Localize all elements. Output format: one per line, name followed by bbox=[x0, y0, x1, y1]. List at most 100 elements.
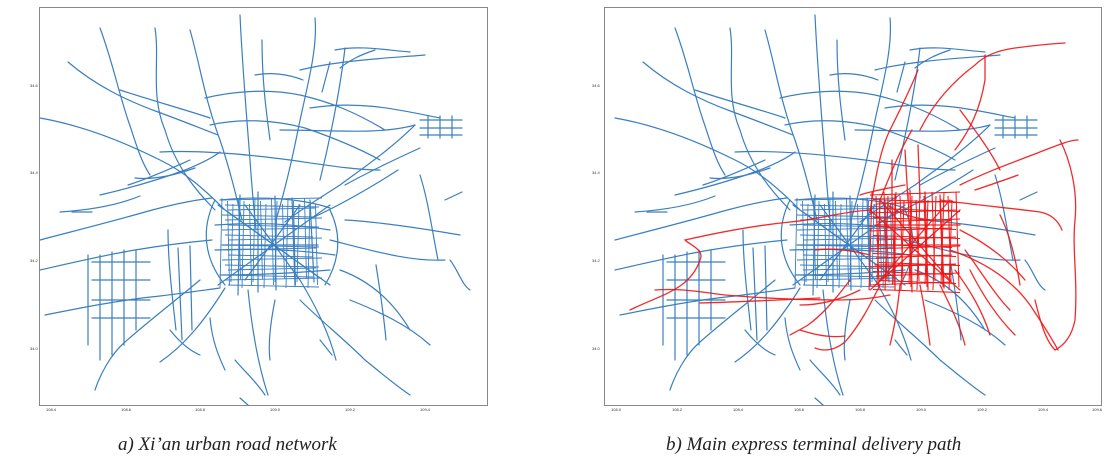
road-segment bbox=[222, 228, 316, 230]
road-segment bbox=[168, 230, 176, 330]
road-segment bbox=[205, 91, 385, 130]
road-segment bbox=[795, 198, 797, 288]
road-segment bbox=[837, 40, 845, 140]
road-segment bbox=[160, 288, 225, 362]
x-tick: 108.0 bbox=[611, 407, 622, 412]
delivery-path bbox=[875, 200, 953, 205]
road-segment bbox=[735, 151, 955, 170]
road-segment bbox=[995, 175, 1013, 260]
road-segment bbox=[297, 204, 299, 282]
road-segment bbox=[210, 318, 225, 370]
road-segment bbox=[68, 62, 218, 135]
road-segment bbox=[60, 196, 140, 212]
delivery-path bbox=[869, 191, 961, 196]
road-segment bbox=[828, 198, 830, 282]
road-segment bbox=[815, 15, 831, 230]
delivery-path bbox=[875, 272, 961, 277]
delivery-path bbox=[974, 174, 1019, 191]
delivery-path bbox=[924, 199, 929, 285]
delivery-path bbox=[799, 289, 861, 306]
delivery-path bbox=[876, 199, 881, 285]
delivery-path-layer bbox=[629, 42, 1079, 351]
road-segment bbox=[40, 198, 212, 240]
delivery-path bbox=[814, 248, 871, 256]
delivery-path bbox=[869, 209, 957, 214]
delivery-path bbox=[872, 199, 957, 203]
road-segment bbox=[255, 74, 303, 80]
road-segment bbox=[286, 198, 288, 288]
road-segment bbox=[810, 360, 840, 395]
x-tick: 108.8 bbox=[855, 407, 866, 412]
road-segment bbox=[785, 318, 800, 370]
road-segment bbox=[345, 148, 420, 185]
y-tick: 34.0 bbox=[30, 346, 38, 351]
road-segment bbox=[310, 105, 440, 118]
road-segment bbox=[345, 220, 460, 235]
road-segment bbox=[855, 125, 990, 131]
road-segment bbox=[325, 210, 338, 285]
road-segment bbox=[45, 288, 220, 315]
figure-caption-b: b) Main express terminal delivery path bbox=[666, 434, 962, 455]
figure-caption-a: a) Xi’an urban road network bbox=[118, 434, 337, 455]
delivery-path bbox=[923, 195, 928, 288]
road-network-layer bbox=[615, 15, 1045, 405]
road-segment bbox=[228, 238, 322, 240]
road-segment bbox=[615, 118, 800, 210]
road-segment bbox=[95, 280, 200, 390]
road-segment bbox=[269, 300, 275, 360]
road-segment bbox=[830, 74, 878, 80]
road-segment bbox=[228, 285, 319, 287]
road-segment bbox=[910, 48, 985, 52]
road-segment bbox=[272, 198, 274, 285]
road-segment bbox=[40, 240, 212, 270]
road-segment bbox=[250, 204, 252, 285]
road-segment bbox=[844, 300, 850, 360]
road-segment bbox=[280, 125, 415, 131]
road-segment bbox=[222, 275, 313, 277]
road-segment bbox=[951, 265, 961, 340]
road-segment bbox=[861, 198, 863, 288]
road-segment bbox=[128, 160, 190, 185]
road-segment bbox=[350, 300, 430, 345]
road-segment bbox=[735, 288, 800, 362]
road-network-layer bbox=[40, 15, 470, 405]
x-tick: 108.4 bbox=[46, 407, 57, 412]
delivery-path bbox=[955, 191, 960, 288]
road-segment bbox=[895, 340, 907, 355]
road-segment bbox=[875, 280, 911, 360]
x-tick: 109.4 bbox=[1038, 407, 1049, 412]
x-tick: 109.2 bbox=[345, 407, 356, 412]
road-segment bbox=[210, 121, 380, 160]
delivery-path bbox=[892, 191, 897, 285]
road-segment bbox=[242, 201, 244, 288]
road-segment bbox=[800, 218, 897, 220]
delivery-path bbox=[875, 218, 961, 223]
road-segment bbox=[420, 175, 438, 260]
x-tick: 109.2 bbox=[977, 407, 988, 412]
road-segment bbox=[765, 246, 767, 330]
road-segment bbox=[1020, 192, 1037, 200]
delivery-path bbox=[959, 139, 1079, 186]
delivery-path bbox=[919, 284, 931, 346]
road-segment bbox=[836, 201, 838, 279]
road-segment bbox=[320, 48, 345, 180]
x-tick: 109.0 bbox=[270, 407, 281, 412]
road-segment bbox=[228, 255, 313, 257]
road-segment bbox=[120, 90, 210, 118]
road-segment bbox=[920, 220, 1035, 235]
delivery-path bbox=[878, 262, 961, 266]
road-segment bbox=[615, 198, 787, 240]
road-segment bbox=[797, 215, 888, 217]
road-segment bbox=[190, 246, 192, 330]
road-segment bbox=[235, 360, 265, 395]
delivery-path bbox=[947, 195, 952, 282]
x-tick: 109.4 bbox=[420, 407, 431, 412]
delivery-path bbox=[789, 279, 851, 336]
road-segment bbox=[643, 62, 793, 135]
road-segment bbox=[1025, 260, 1045, 290]
delivery-path bbox=[872, 235, 961, 239]
road-segment bbox=[797, 258, 897, 260]
road-segment bbox=[765, 30, 817, 220]
delivery-path bbox=[959, 229, 1026, 281]
road-segment bbox=[695, 90, 785, 118]
